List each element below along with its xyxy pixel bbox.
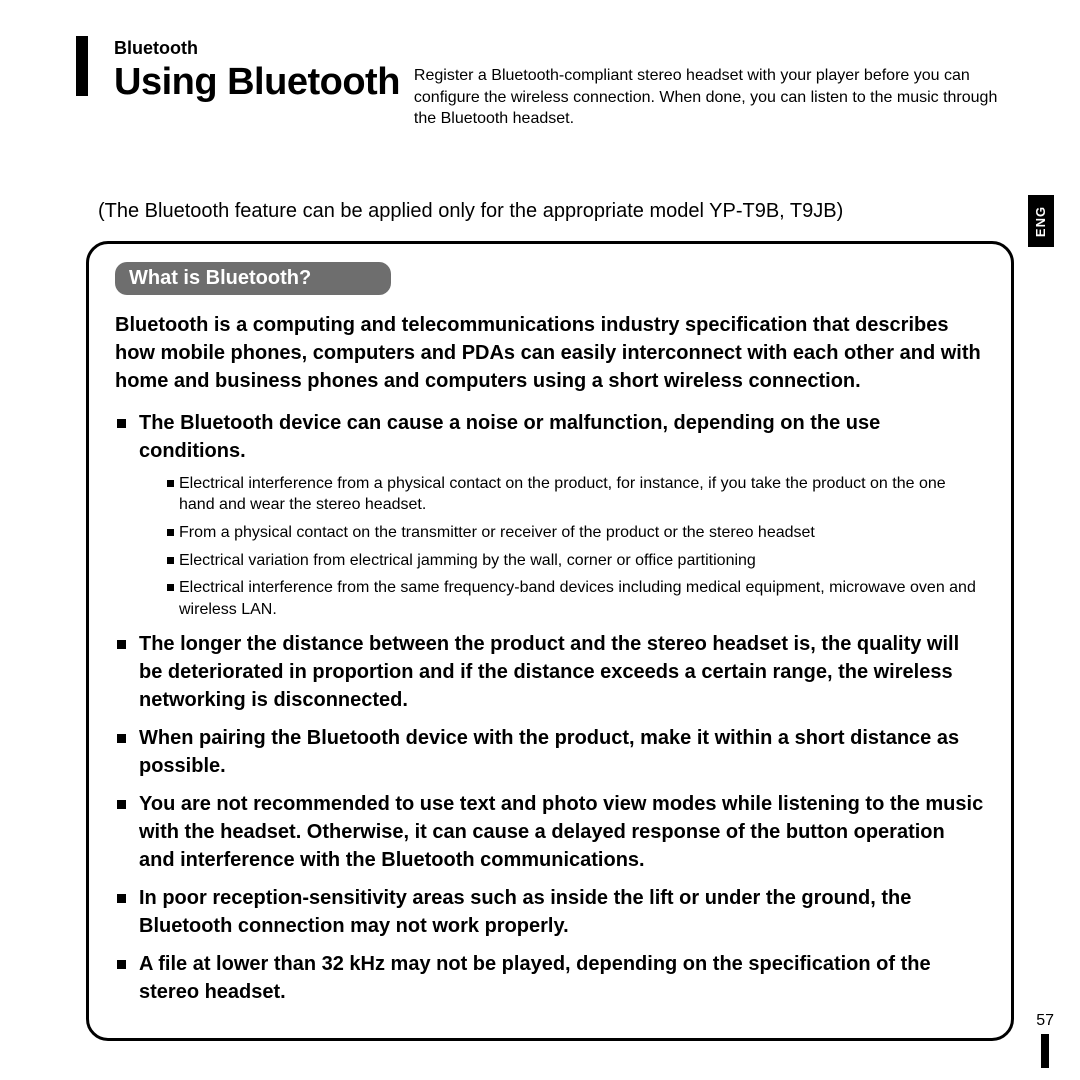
bullet-list-level1: The Bluetooth device can cause a noise o… — [115, 409, 985, 1007]
page-number: 57 — [1036, 1012, 1054, 1030]
header-accent-bar — [76, 36, 88, 96]
language-tab: ENG — [1028, 195, 1054, 247]
language-code: ENG — [1034, 205, 1049, 236]
footer-accent-bar — [1041, 1034, 1049, 1068]
lead-paragraph: Register a Bluetooth-compliant stereo he… — [414, 61, 1024, 130]
info-box: What is Bluetooth? Bluetooth is a comput… — [86, 241, 1014, 1042]
model-compatibility-note: (The Bluetooth feature can be applied on… — [98, 200, 1024, 223]
box-intro-paragraph: Bluetooth is a computing and telecommuni… — [115, 311, 985, 395]
sub-bullet-item: From a physical contact on the transmitt… — [139, 522, 985, 544]
bullet-item: You are not recommended to use text and … — [115, 790, 985, 874]
title-row: Using Bluetooth Register a Bluetooth-com… — [114, 61, 1024, 130]
bullet-item: In poor reception-sensitivity areas such… — [115, 884, 985, 940]
bullet-list-level2: Electrical interference from a physical … — [139, 473, 985, 621]
bullet-item: A file at lower than 32 kHz may not be p… — [115, 950, 985, 1006]
bullet-text: The Bluetooth device can cause a noise o… — [139, 412, 880, 462]
bullet-item: The longer the distance between the prod… — [115, 630, 985, 714]
sub-bullet-item: Electrical interference from a physical … — [139, 473, 985, 516]
page-header: Bluetooth Using Bluetooth Register a Blu… — [114, 38, 1024, 130]
section-label: Bluetooth — [114, 38, 1024, 59]
manual-page: Bluetooth Using Bluetooth Register a Blu… — [0, 0, 1080, 1080]
sub-bullet-item: Electrical variation from electrical jam… — [139, 550, 985, 572]
page-title: Using Bluetooth — [114, 61, 414, 104]
bullet-item: When pairing the Bluetooth device with t… — [115, 724, 985, 780]
box-heading-pill: What is Bluetooth? — [115, 262, 391, 295]
page-footer: 57 — [1036, 1012, 1054, 1068]
bullet-item: The Bluetooth device can cause a noise o… — [115, 409, 985, 621]
sub-bullet-item: Electrical interference from the same fr… — [139, 577, 985, 620]
